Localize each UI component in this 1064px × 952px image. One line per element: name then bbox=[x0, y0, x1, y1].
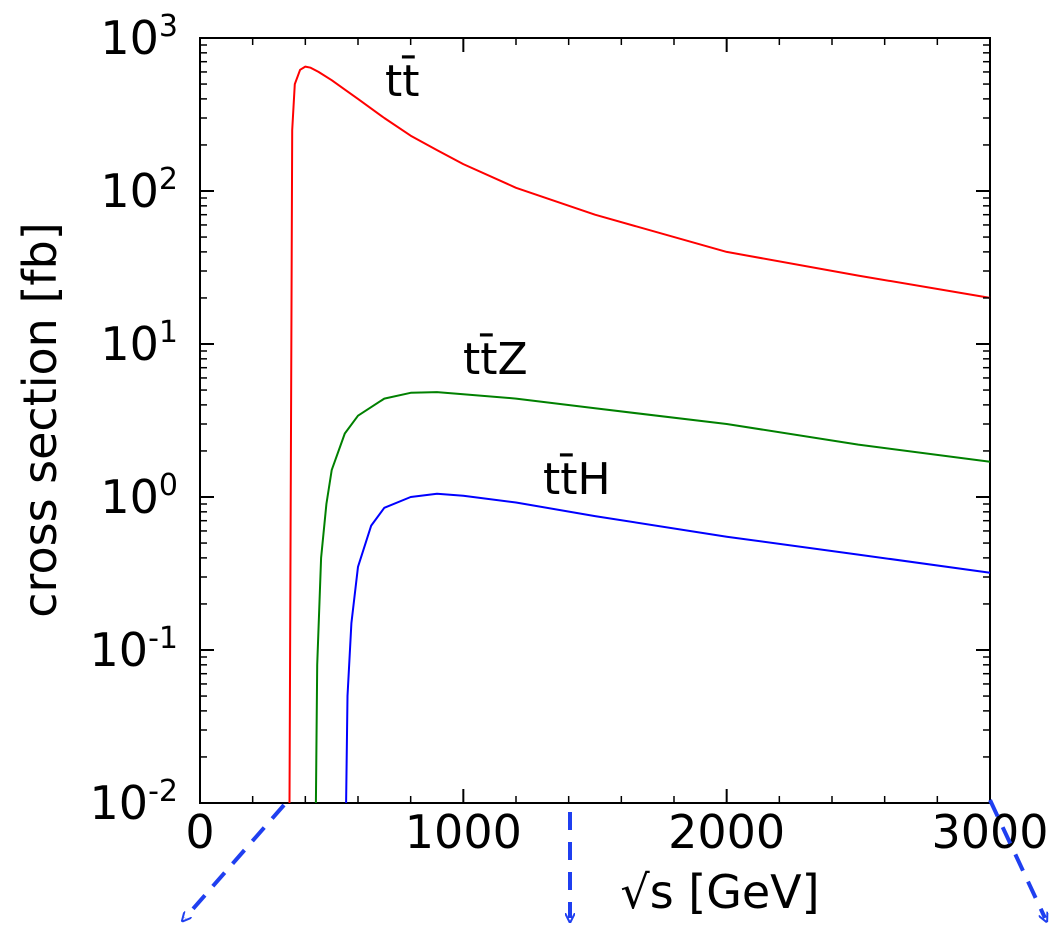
ticks-group: 0 1000 2000 3000 10-2 10-1 100 101 102 103 bbox=[90, 9, 1049, 859]
series-group bbox=[288, 65, 991, 804]
y-tick-label: 101 bbox=[100, 315, 178, 371]
series-label-tth: tt̄H bbox=[543, 452, 611, 505]
x-tick-label: 1000 bbox=[405, 805, 522, 859]
y-tick-label: 102 bbox=[100, 162, 178, 218]
series-line-1 bbox=[314, 391, 991, 804]
x-tick-label: 3000 bbox=[931, 805, 1048, 859]
series-label-ttz: tt̄Z bbox=[463, 332, 528, 385]
y-tick-label: 100 bbox=[100, 468, 178, 524]
arrow-left bbox=[185, 803, 286, 918]
y-tick-label: 10-1 bbox=[90, 621, 178, 677]
arrow-right bbox=[988, 799, 1045, 918]
y-axis-title: cross section [fb] bbox=[13, 222, 67, 617]
x-tick-label: 2000 bbox=[668, 805, 785, 859]
x-tick-label: 0 bbox=[185, 805, 214, 859]
series-line-0 bbox=[288, 65, 991, 804]
y-tick-label: 103 bbox=[100, 9, 178, 65]
series-label-tt: tt̄ bbox=[385, 54, 420, 107]
series-line-2 bbox=[345, 492, 991, 804]
x-axis-title: √s [GeV] bbox=[620, 865, 819, 919]
y-tick-label: 10-2 bbox=[90, 774, 178, 830]
plot-frame bbox=[199, 37, 991, 804]
